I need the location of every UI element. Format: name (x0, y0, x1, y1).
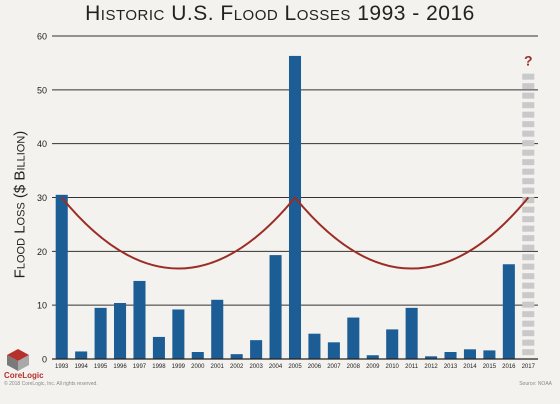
unknown-bar-segment (522, 159, 535, 166)
unknown-bar-segment (522, 282, 535, 289)
bar (327, 342, 340, 359)
bar (114, 303, 127, 359)
x-tick-label: 2008 (347, 364, 361, 370)
bar (211, 299, 224, 359)
unknown-bar-segment (522, 301, 535, 308)
x-tick-label: 2009 (366, 364, 380, 370)
unknown-bar-segment (522, 254, 535, 261)
unknown-bar-segment (522, 320, 535, 327)
unknown-bar-segment (522, 121, 535, 128)
x-tick-label: 1996 (113, 364, 127, 370)
y-tick-label: 50 (37, 85, 47, 95)
x-tick-label: 2010 (386, 364, 400, 370)
bar (483, 350, 496, 359)
chart-title: Historic U.S. Flood Losses 1993 - 2016 (85, 2, 475, 25)
unknown-bar-segment (522, 225, 535, 232)
x-tick-label: 2012 (424, 364, 438, 370)
y-tick-label: 30 (37, 193, 47, 203)
bar (269, 255, 282, 359)
x-tick-label: 2016 (502, 364, 516, 370)
copyright-text: © 2018 CoreLogic, Inc. All rights reserv… (4, 381, 98, 387)
brand-name: CoreLogic (4, 371, 44, 380)
bar (230, 354, 243, 359)
unknown-bar-segment (522, 244, 535, 251)
bar (308, 333, 321, 359)
bar (94, 307, 107, 359)
corelogic-logo-icon (7, 349, 29, 371)
unknown-bar-segment (522, 168, 535, 175)
unknown-bar-segment (522, 83, 535, 90)
x-tick-label: 1994 (74, 364, 88, 370)
x-tick-label: 1997 (133, 364, 147, 370)
unknown-bar-segment (522, 273, 535, 280)
unknown-bar-segment (522, 149, 535, 156)
x-tick-label: 2003 (249, 364, 263, 370)
bar (366, 355, 379, 359)
unknown-bar-segment (522, 102, 535, 109)
x-tick-label: 1998 (152, 364, 166, 370)
x-tick-label: 2001 (211, 364, 225, 370)
source-text: Source: NOAA (519, 381, 552, 387)
bar (250, 340, 263, 359)
bar (444, 352, 457, 359)
x-tick-label: 1993 (55, 364, 69, 370)
bar (347, 317, 360, 359)
bar (425, 356, 438, 359)
x-tick-label: 2004 (269, 364, 283, 370)
x-tick-label: 2011 (405, 364, 419, 370)
x-tick-label: 2015 (483, 364, 497, 370)
y-tick-label: 40 (37, 139, 47, 149)
bar (152, 336, 165, 359)
unknown-bar-segment (522, 111, 535, 118)
unknown-marker-label: ? (524, 53, 533, 69)
bar (463, 349, 476, 359)
trend-arc (60, 196, 296, 270)
unknown-bar-segment (522, 330, 535, 337)
unknown-bar-segment (522, 178, 535, 185)
x-tick-label: 2013 (444, 364, 458, 370)
x-tick-label: 2002 (230, 364, 244, 370)
y-tick-label: 10 (37, 301, 47, 311)
unknown-bar-segment (522, 73, 535, 80)
x-tick-label: 2006 (308, 364, 322, 370)
unknown-bar-segment (522, 349, 535, 356)
x-tick-label: 1999 (172, 364, 186, 370)
x-tick-label: 2005 (288, 364, 302, 370)
y-tick-label: 60 (37, 32, 47, 42)
unknown-bar-segment (522, 311, 535, 318)
x-tick-label: 2017 (522, 364, 536, 370)
x-tick-label: 2000 (191, 364, 205, 370)
bar (133, 280, 146, 359)
trend-arc (294, 196, 530, 270)
unknown-bar-segment (522, 292, 535, 299)
bar (288, 55, 302, 359)
x-tick-label: 1995 (94, 364, 108, 370)
bar (75, 351, 88, 359)
unknown-bar-segment (522, 130, 535, 137)
bar (172, 309, 185, 359)
unknown-bar-segment (522, 187, 535, 194)
x-tick-label: 2007 (327, 364, 341, 370)
x-tick-label: 2014 (463, 364, 477, 370)
unknown-bar-segment (522, 263, 535, 270)
unknown-bar-segment (522, 140, 535, 147)
unknown-bar-segment (522, 235, 535, 242)
y-tick-label: 0 (42, 355, 47, 365)
unknown-bar-segment (522, 92, 535, 99)
unknown-bar-segment (522, 206, 535, 213)
bar (386, 329, 399, 359)
bar (502, 264, 515, 359)
unknown-bar-segment (522, 197, 535, 204)
y-tick-label: 20 (37, 247, 47, 257)
bar (405, 307, 418, 359)
unknown-bar-segment (522, 339, 535, 346)
unknown-bar-segment (522, 216, 535, 223)
bar (55, 194, 68, 359)
bar (191, 352, 204, 359)
